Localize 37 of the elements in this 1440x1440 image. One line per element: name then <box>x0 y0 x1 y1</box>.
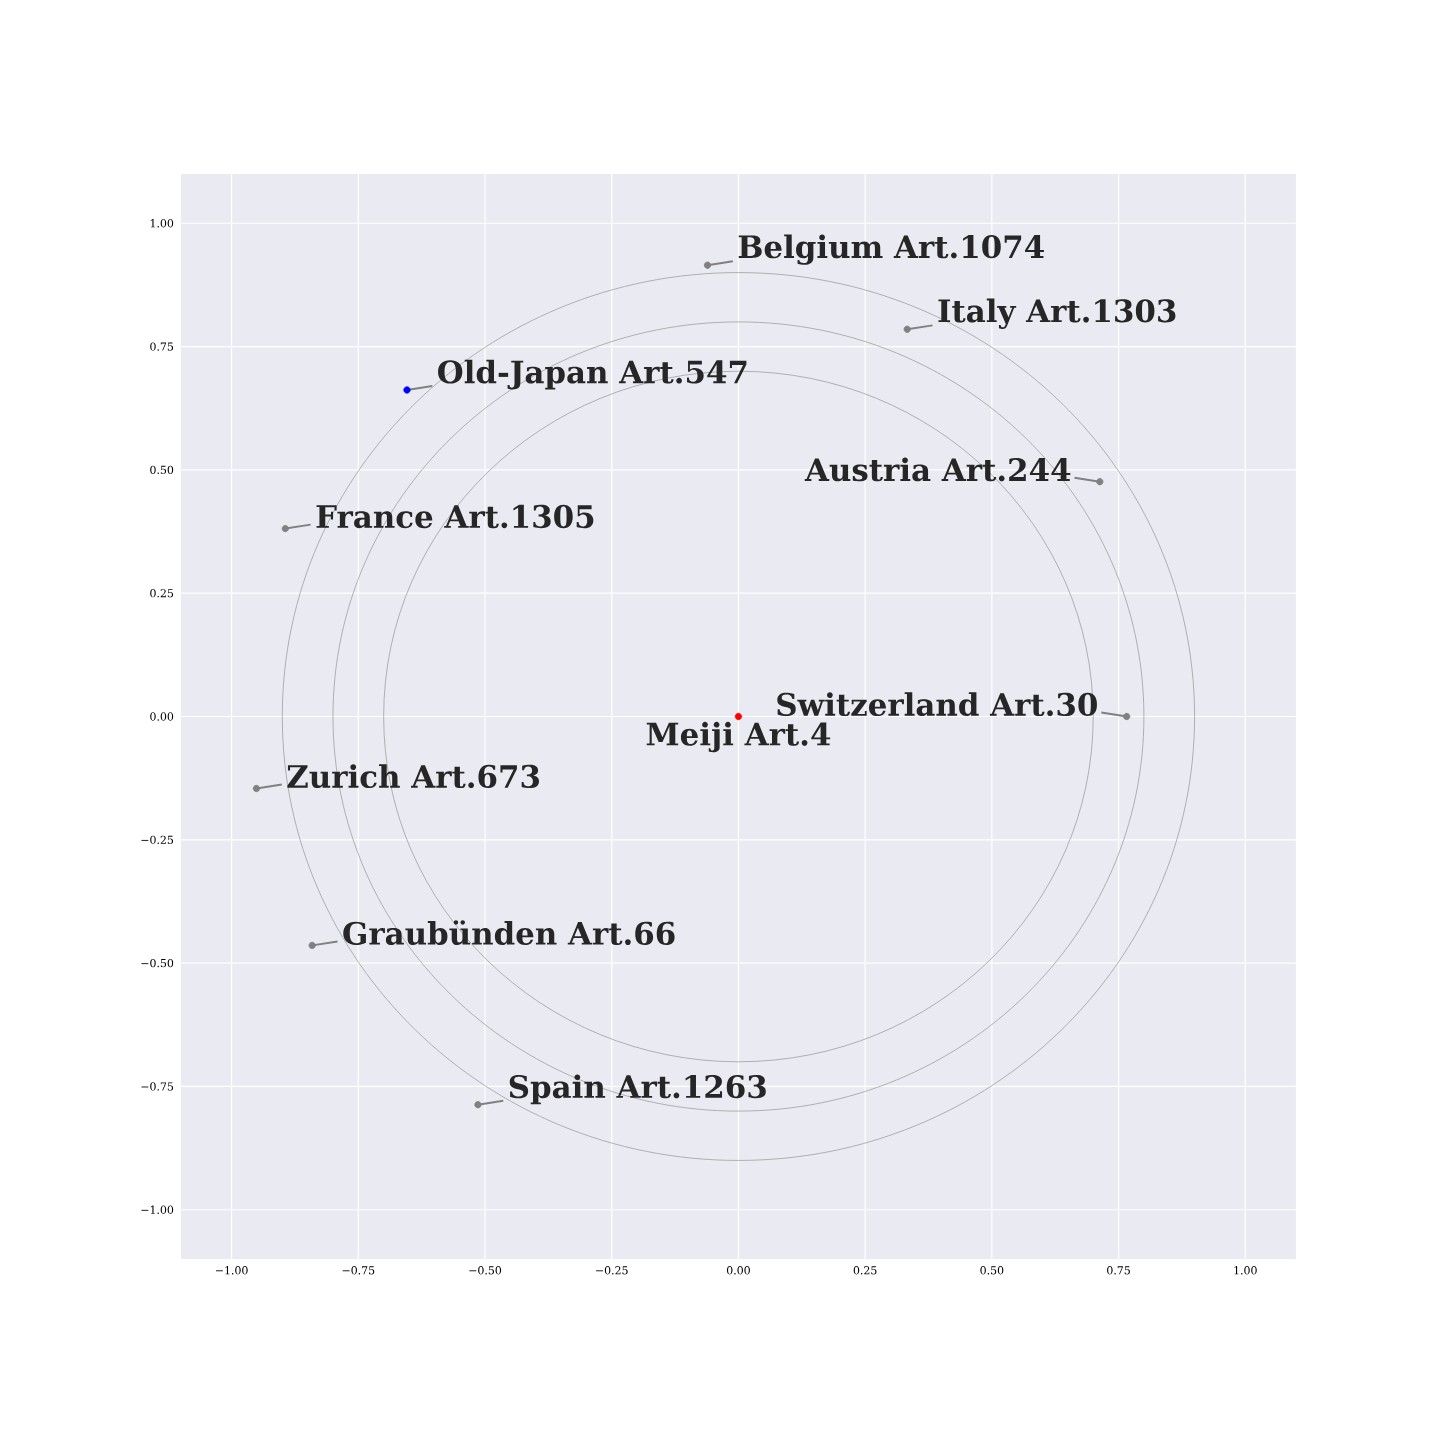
y-tick-label: 0.00 <box>150 712 174 721</box>
x-tick-label: −1.00 <box>215 1266 248 1275</box>
annotation: Spain Art.1263 <box>509 1074 766 1105</box>
annotation: Graubünden Art.66 <box>343 920 675 945</box>
x-tick-label: −0.25 <box>596 1266 628 1275</box>
x-tick-label: 1.00 <box>1234 1266 1257 1275</box>
annotation: Italy Art.1303 <box>938 298 1176 329</box>
x-tick-label: 0.75 <box>1107 1266 1130 1275</box>
annotation: Switzerland Art.30 <box>777 692 1097 717</box>
point <box>252 784 261 793</box>
annotation: Old-Japan Art.547 <box>438 359 747 390</box>
annotation: Austria Art.244 <box>804 457 1071 482</box>
y-tick-label: 0.25 <box>150 589 174 598</box>
y-tick-label: 0.75 <box>150 342 174 351</box>
x-tick-label: −0.50 <box>469 1266 502 1275</box>
y-tick-label: −0.50 <box>141 958 174 968</box>
point <box>1123 712 1131 721</box>
y-tick-label: −0.25 <box>141 835 174 844</box>
annotation: Zurich Art.673 <box>287 764 539 789</box>
x-tick-label: −0.75 <box>342 1266 375 1275</box>
x-tick-label: 0.25 <box>853 1266 877 1275</box>
y-tick-label: 0.50 <box>150 465 174 475</box>
annotation: France Art.1305 <box>316 504 594 529</box>
y-tick-label: 1.00 <box>150 219 174 228</box>
point <box>1096 478 1104 486</box>
y-tick-label: −1.00 <box>141 1205 174 1214</box>
annotation: Belgium Art.1074 <box>738 234 1044 265</box>
point <box>403 386 411 394</box>
y-tick-label: −0.75 <box>141 1082 174 1091</box>
x-tick-label: 0.00 <box>726 1266 750 1275</box>
point <box>903 325 911 333</box>
point <box>703 261 712 269</box>
x-tick-label: 0.50 <box>980 1266 1004 1275</box>
point <box>308 941 316 949</box>
annotation: Meiji Art.4 <box>646 721 831 753</box>
point <box>281 524 289 533</box>
point <box>474 1101 482 1109</box>
